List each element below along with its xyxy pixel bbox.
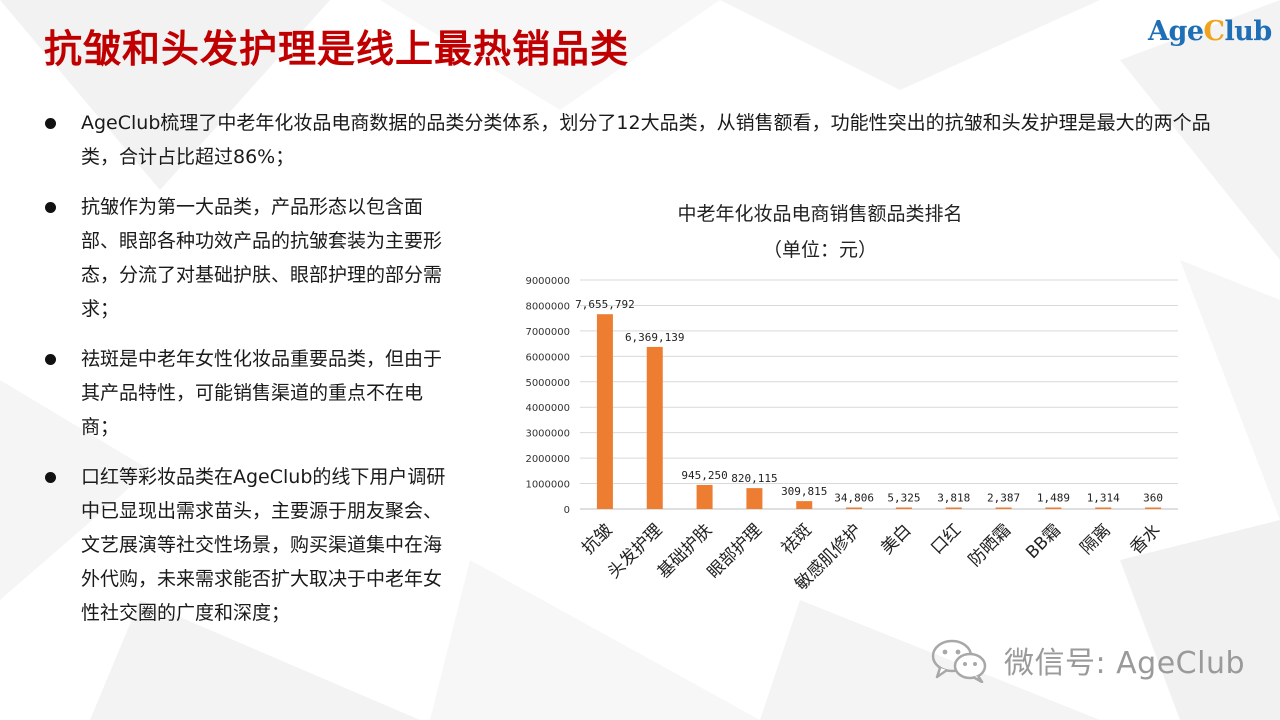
chart-title-block: 中老年化妆品电商销售额品类排名 （单位：元） <box>590 196 1050 268</box>
data-label: 34,806 <box>834 492 874 505</box>
page-title: 抗皱和头发护理是线上最热销品类 <box>44 27 630 71</box>
category-label: 口红 <box>927 520 965 558</box>
bar <box>1045 507 1062 509</box>
data-label: 1,314 <box>1087 492 1120 505</box>
bullet-dot-icon <box>45 472 56 483</box>
bar <box>895 507 912 509</box>
bullet-text: 口红等彩妆品类在AgeClub的线下用户调研中已显现出需求苗头，主要源于朋友聚会… <box>81 466 446 624</box>
category-label: 基础护肤 <box>654 520 716 582</box>
category-label: 抗皱 <box>578 520 616 558</box>
watermark-text: 微信号: AgeClub <box>1004 646 1246 681</box>
wechat-icon <box>931 639 987 683</box>
data-label: 7,655,792 <box>575 298 635 311</box>
y-tick-label: 8000000 <box>525 301 570 312</box>
data-label: 360 <box>1143 492 1163 505</box>
bullet-dot-icon <box>45 202 56 213</box>
y-tick-label: 2000000 <box>525 454 570 465</box>
y-tick-label: 1000000 <box>525 480 570 491</box>
data-label: 945,250 <box>681 469 727 482</box>
data-label: 6,369,139 <box>625 331 685 344</box>
y-tick-label: 9000000 <box>525 276 570 287</box>
data-label: 820,115 <box>731 472 777 485</box>
category-label: BB霜 <box>1022 520 1065 563</box>
bullet-dot-icon <box>45 354 56 365</box>
data-label: 5,325 <box>887 492 920 505</box>
bullet-point: AgeClub梳理了中老年化妆品电商数据的品类分类体系，划分了12大品类，从销售… <box>45 106 1241 174</box>
bar <box>995 507 1012 509</box>
data-label: 3,818 <box>937 492 970 505</box>
logo-text-lub: lub <box>1224 16 1273 47</box>
y-tick-label: 7000000 <box>525 327 570 338</box>
bar <box>596 314 613 509</box>
bar <box>746 488 763 509</box>
y-tick-label: 0 <box>564 505 570 516</box>
data-label: 2,387 <box>987 492 1020 505</box>
bar <box>1095 507 1112 509</box>
bullet-text: 祛斑是中老年女性化妆品重要品类，但由于其产品特性，可能销售渠道的重点不在电商； <box>81 348 443 438</box>
category-label: 香水 <box>1126 520 1164 558</box>
category-label: 眼部护理 <box>704 520 766 582</box>
bullet-point: 抗皱作为第一大品类，产品形态以包含面部、眼部各种功效产品的抗皱套装为主要形态，分… <box>45 190 449 326</box>
category-label: 美白 <box>877 520 915 558</box>
bar <box>796 501 813 509</box>
bullet-dot-icon <box>45 118 56 129</box>
bullet-point: 祛斑是中老年女性化妆品重要品类，但由于其产品特性，可能销售渠道的重点不在电商； <box>45 342 449 444</box>
bar <box>646 346 663 509</box>
y-tick-label: 6000000 <box>525 352 570 363</box>
bullet-point: 口红等彩妆品类在AgeClub的线下用户调研中已显现出需求苗头，主要源于朋友聚会… <box>45 460 453 630</box>
logo-text-age: Age <box>1148 16 1204 47</box>
category-label: 头发护理 <box>604 520 666 582</box>
bar <box>846 507 863 509</box>
y-tick-label: 5000000 <box>525 378 570 389</box>
wechat-watermark: 微信号: AgeClub <box>930 636 1245 684</box>
data-label: 1,489 <box>1037 492 1070 505</box>
category-label: 祛斑 <box>778 520 816 558</box>
data-label: 309,815 <box>781 485 827 498</box>
bullet-text: 抗皱作为第一大品类，产品形态以包含面部、眼部各种功效产品的抗皱套装为主要形态，分… <box>81 196 443 320</box>
bar <box>696 484 713 509</box>
ageclub-logo: AgeClub <box>1148 16 1272 47</box>
bullet-text: AgeClub梳理了中老年化妆品电商数据的品类分类体系，划分了12大品类，从销售… <box>81 112 1211 168</box>
logo-text-c: C <box>1203 16 1226 47</box>
y-tick-label: 3000000 <box>525 429 570 440</box>
bar <box>945 507 962 509</box>
category-label: 防晒霜 <box>965 520 1015 570</box>
y-tick-label: 4000000 <box>525 403 570 414</box>
category-label: 隔离 <box>1077 520 1115 558</box>
chart-title: 中老年化妆品电商销售额品类排名 <box>677 203 963 225</box>
chart-subtitle: （单位：元） <box>762 239 877 261</box>
sales-bar-chart: 0 1000000 2000000 3000000 4000000 5000000 6000… <box>525 276 1178 595</box>
bar <box>1145 507 1162 509</box>
